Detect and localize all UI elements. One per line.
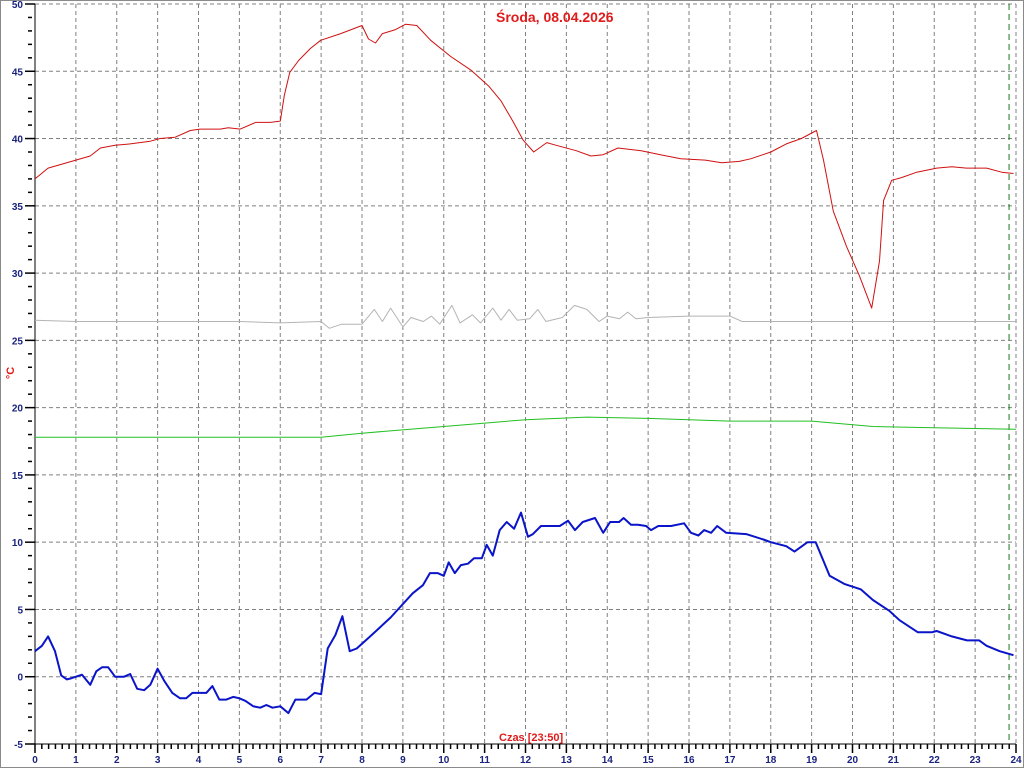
- chart-title: Środa, 08.04.2026: [496, 8, 614, 25]
- y-tick-label: 0: [17, 673, 23, 684]
- x-tick-label: 0: [32, 755, 38, 766]
- x-tick-label: 10: [438, 755, 450, 766]
- x-tick-label: 22: [929, 755, 941, 766]
- x-tick-label: 15: [643, 755, 655, 766]
- series-group: [34, 4, 1017, 744]
- x-tick-label: 12: [520, 755, 532, 766]
- series-line-4: [34, 511, 1014, 715]
- series-line-3: [35, 416, 1017, 438]
- y-tick-label: 45: [12, 67, 24, 78]
- y-tick-label: 10: [12, 538, 24, 549]
- x-tick-label: 24: [1010, 755, 1022, 766]
- grid: [35, 3, 1017, 744]
- x-tick-label: 9: [400, 755, 406, 766]
- y-tick-label: 30: [12, 269, 24, 280]
- x-tick-label: 8: [359, 755, 365, 766]
- y-tick-label: 35: [12, 202, 24, 213]
- x-tick-label: 17: [724, 755, 736, 766]
- series-line-1: [34, 23, 1014, 309]
- x-tick-label: 21: [888, 755, 900, 766]
- x-tick-label: 19: [806, 755, 818, 766]
- x-tick-label: 5: [237, 755, 243, 766]
- y-axis-label: °C: [5, 367, 17, 379]
- x-tick-label: 16: [683, 755, 695, 766]
- x-tick-label: 4: [196, 755, 202, 766]
- x-axis-label: Czas [23:50]: [499, 732, 564, 744]
- y-tick-label: 50: [12, 0, 24, 11]
- x-tick-label: 3: [155, 755, 161, 766]
- x-tick-label: 13: [561, 755, 573, 766]
- y-tick-label: 40: [12, 135, 24, 146]
- y-tick-label: -5: [14, 740, 23, 751]
- y-tick-label: 25: [12, 336, 24, 347]
- y-tick-label: 5: [17, 605, 23, 616]
- y-tick-label: 15: [12, 471, 24, 482]
- x-tick-label: 2: [114, 755, 120, 766]
- x-tick-label: 18: [765, 755, 777, 766]
- x-tick-label: 20: [847, 755, 859, 766]
- x-tick-label: 7: [318, 755, 324, 766]
- x-tick-label: 1: [73, 755, 79, 766]
- series-line-2: [34, 304, 1016, 329]
- x-tick-label: 6: [277, 755, 283, 766]
- x-tick-label: 11: [479, 755, 490, 766]
- y-tick-label: 20: [12, 404, 24, 415]
- x-tick-label: 23: [970, 755, 982, 766]
- x-tick-label: 14: [602, 755, 614, 766]
